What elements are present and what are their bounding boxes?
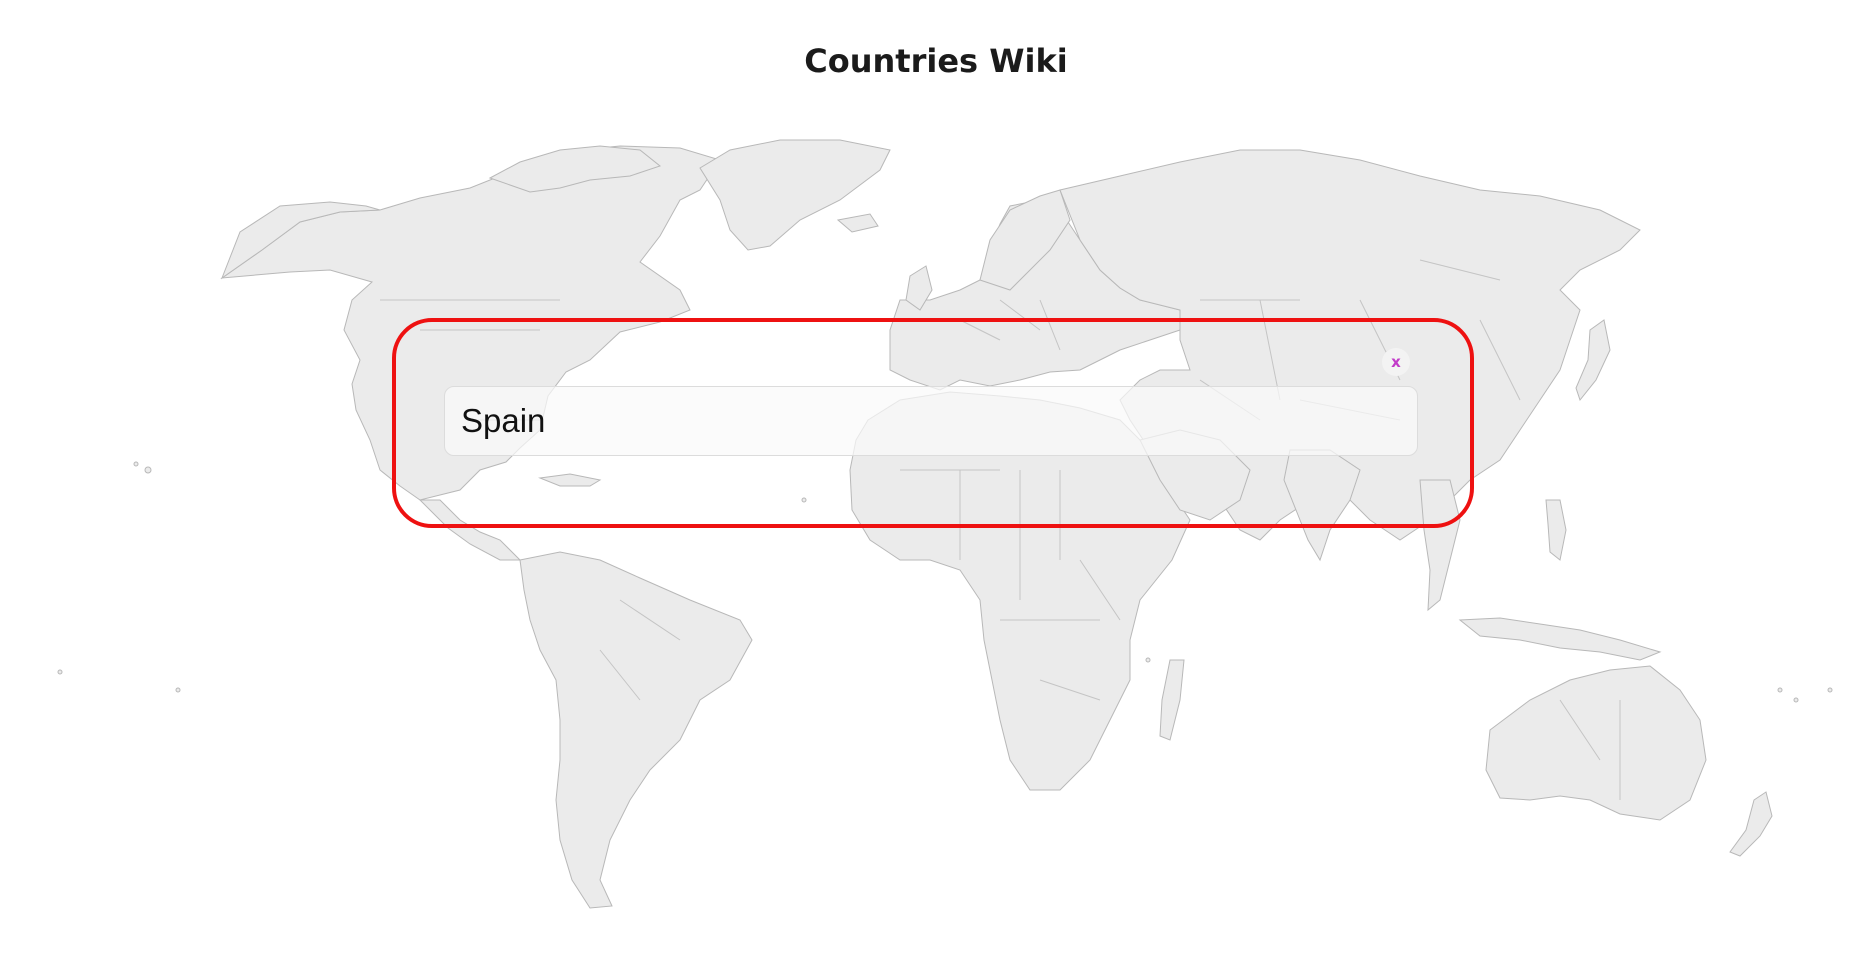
map-philippines[interactable] [1545, 499, 1567, 561]
map-islands-pacific [1827, 687, 1833, 693]
search-modal [392, 318, 1474, 528]
map-islands-pacific [175, 687, 181, 693]
country-search-input[interactable] [444, 386, 1418, 456]
map-caribbean[interactable] [538, 473, 602, 487]
map-new-zealand[interactable] [1729, 791, 1773, 857]
map-madagascar[interactable] [1159, 659, 1185, 741]
map-islands-pacific [1777, 687, 1783, 693]
map-indonesia[interactable] [1458, 617, 1662, 661]
map-arctic-islands[interactable] [488, 145, 662, 193]
map-islands-atlantic [801, 497, 807, 503]
map-islands-pacific [57, 669, 63, 675]
map-islands-indian [1145, 657, 1151, 663]
page-title: Countries Wiki [804, 42, 1068, 80]
map-greenland[interactable] [699, 139, 891, 251]
map-alaska[interactable] [220, 201, 381, 280]
map-south-america[interactable] [519, 551, 753, 909]
map-islands-pacific [144, 466, 152, 474]
map-japan[interactable] [1575, 319, 1611, 402]
map-central-america[interactable] [418, 499, 522, 561]
map-india[interactable] [1283, 449, 1361, 562]
map-scandinavia[interactable] [979, 189, 1071, 291]
map-islands-pacific [1793, 697, 1799, 703]
map-british-isles[interactable] [905, 265, 933, 311]
map-australia[interactable] [1485, 665, 1707, 821]
map-iceland[interactable] [836, 213, 879, 233]
map-islands-pacific [133, 461, 139, 467]
close-icon[interactable]: x [1382, 348, 1410, 376]
